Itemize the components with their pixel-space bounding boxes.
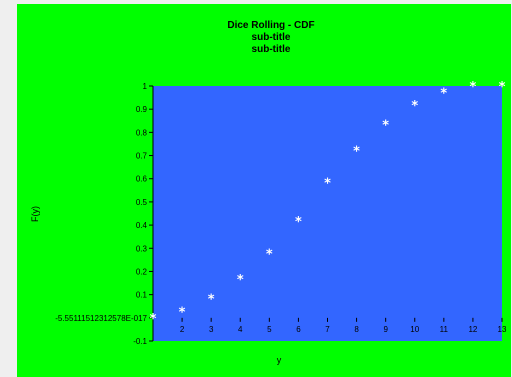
x-axis-label: y <box>277 355 282 365</box>
data-point: * <box>324 177 331 192</box>
y-axis-ticks: -0.1 -5.55111512312578E-017 0.1 0.2 0.3 0.4 0.… <box>55 82 153 346</box>
chart-title: Dice Rolling - CDF <box>227 20 314 31</box>
data-point: * <box>237 273 244 288</box>
chart-subtitle-2: sub-title <box>252 44 291 55</box>
x-tick-label: 8 <box>354 325 359 334</box>
x-tick-label: 3 <box>209 325 214 334</box>
data-point: * <box>411 99 418 114</box>
data-point: * <box>150 312 157 327</box>
chart-subtitle-1: sub-title <box>252 32 291 43</box>
y-tick-label: 0.5 <box>136 198 148 207</box>
x-tick-label: 6 <box>296 325 301 334</box>
x-tick-label: 5 <box>267 325 272 334</box>
data-point: * <box>440 86 447 101</box>
y-tick-label: 0.4 <box>136 221 148 230</box>
y-tick-label: 0.1 <box>136 291 148 300</box>
y-tick-label: 0.9 <box>136 105 148 114</box>
x-tick-label: 13 <box>498 325 507 334</box>
chart-panel: Dice Rolling - CDF sub-title sub-title -… <box>17 4 511 377</box>
y-tick-label: 0.7 <box>136 152 148 161</box>
data-point: * <box>382 119 389 134</box>
x-tick-label: 12 <box>468 325 477 334</box>
y-tick-label: -0.1 <box>133 337 147 346</box>
data-points: * * * * * * * * * * * * * <box>150 80 506 327</box>
x-tick-label: 4 <box>238 325 243 334</box>
data-point: * <box>470 80 477 95</box>
data-point: * <box>499 80 506 95</box>
data-point: * <box>295 215 302 230</box>
y-tick-label: -5.55111512312578E-017 <box>55 314 147 323</box>
x-axis-ticks: 2 3 4 5 6 7 8 9 10 11 12 13 <box>180 317 507 334</box>
dice-cdf-chart: Dice Rolling - CDF sub-title sub-title -… <box>30 20 507 365</box>
y-axis-label: F(y) <box>30 206 40 222</box>
y-tick-label: 0.3 <box>136 244 148 253</box>
x-tick-label: 2 <box>180 325 185 334</box>
data-point: * <box>179 305 186 320</box>
data-point: * <box>266 247 273 262</box>
y-tick-label: 0.6 <box>136 175 148 184</box>
x-tick-label: 10 <box>410 325 419 334</box>
x-tick-label: 7 <box>325 325 330 334</box>
data-point: * <box>208 293 215 308</box>
y-tick-label: 1 <box>143 82 148 91</box>
y-tick-label: 0.8 <box>136 128 148 137</box>
data-point: * <box>353 144 360 159</box>
plot-area <box>153 86 502 341</box>
y-tick-label: 0.2 <box>136 267 148 276</box>
x-tick-label: 9 <box>383 325 388 334</box>
x-tick-label: 11 <box>440 325 449 334</box>
